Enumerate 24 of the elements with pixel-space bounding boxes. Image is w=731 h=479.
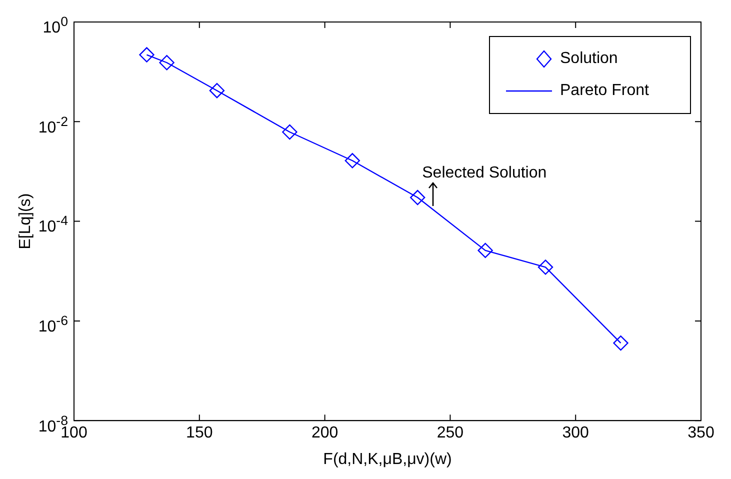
point — [478, 242, 493, 258]
y-tick-label: 10$^{-6}$ — [38, 312, 68, 338]
x-tick-label: 100 — [60, 424, 88, 442]
y-tick-label: 10$^{-2}$ — [38, 112, 68, 138]
x-tick-label: 250 — [436, 424, 464, 442]
x-tick-label: 200 — [311, 424, 338, 442]
x-tick-label: 150 — [186, 424, 213, 442]
y-axis-title: E[Lq](s) — [17, 193, 34, 250]
annotation: Selected Solution — [422, 164, 547, 182]
legend-label: Pareto Front — [560, 82, 649, 100]
x-axis-title: F(d,N,K,μB,μv)(w) — [323, 450, 452, 468]
y-tick-label: 10$^{0}$ — [42, 13, 68, 38]
point — [209, 82, 225, 98]
point — [159, 55, 174, 70]
legend-label: Solution — [560, 50, 618, 68]
point — [410, 190, 426, 206]
point — [139, 47, 154, 62]
point — [538, 260, 554, 275]
point — [344, 153, 360, 168]
point — [613, 335, 628, 351]
x-tick-label: 300 — [562, 424, 590, 442]
point — [282, 124, 298, 140]
x-tick-label: 350 — [688, 424, 714, 442]
y-tick-label: 10$^{-4}$ — [38, 212, 68, 238]
